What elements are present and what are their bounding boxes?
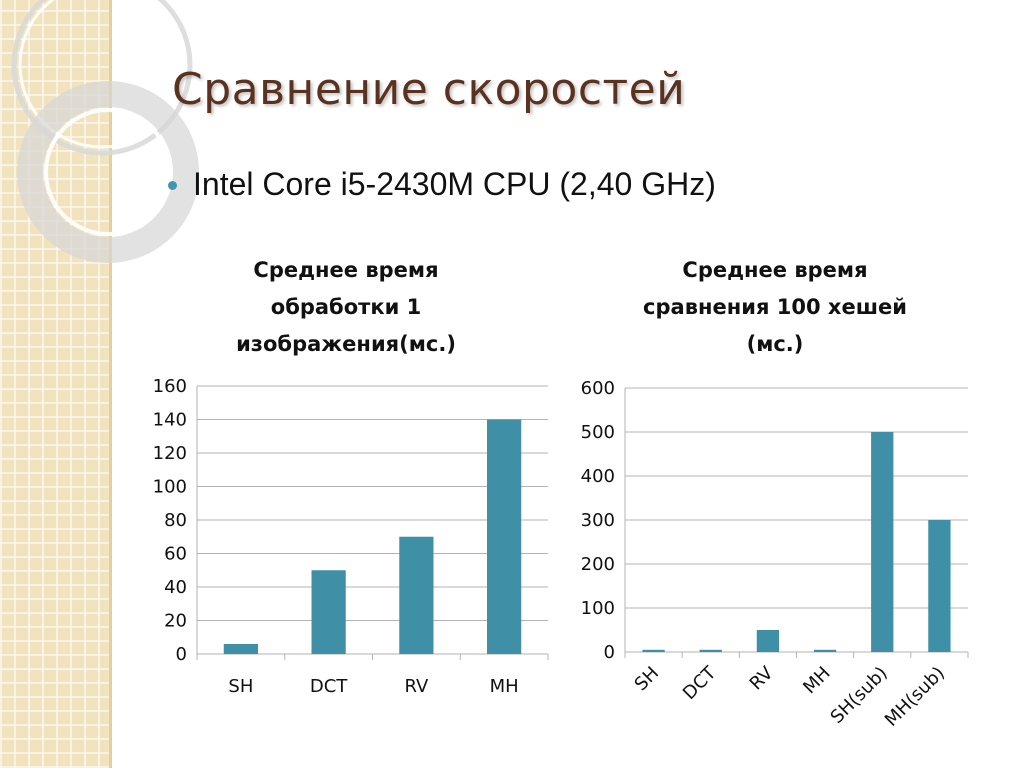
bar-rv [399, 536, 434, 654]
bar-mh [487, 419, 522, 654]
x-tick-label: DCT [310, 676, 348, 697]
chart2-title-line: Среднее время [682, 258, 868, 282]
bar-dct [311, 570, 346, 654]
y-tick-label: 600 [581, 378, 615, 399]
y-tick-label: 0 [176, 644, 187, 665]
x-tick-label: MH(sub) [881, 663, 949, 731]
chart1-title: Среднее время обработки 1 изображения(мс… [196, 252, 496, 363]
chart2-title: Среднее время сравнения 100 хешей (мс.) [615, 252, 935, 363]
y-tick-label: 120 [153, 443, 187, 464]
y-tick-label: 20 [164, 611, 187, 632]
x-tick-label: RV [746, 662, 778, 694]
bar-dct [699, 649, 722, 652]
bullet-text: Intel Core i5-2430M CPU (2,40 GHz) [193, 166, 716, 202]
y-tick-label: 100 [153, 477, 187, 498]
y-tick-label: 80 [164, 510, 187, 531]
processing-time-chart: 0 20 40 60 80 100 120 140 160 SH DCT RV MH [153, 376, 549, 697]
y-tick-label: 400 [581, 466, 615, 487]
x-tick-label: MH [799, 663, 834, 698]
x-tick-label: RV [404, 676, 429, 697]
y-tick-label: 200 [581, 554, 615, 575]
y-tick-label: 160 [153, 376, 187, 397]
y-tick-label: 500 [581, 422, 615, 443]
y-tick-label: 60 [164, 544, 187, 565]
bar-rv [756, 630, 780, 652]
chart1-title-line: изображения(мс.) [236, 332, 456, 356]
y-tick-label: 140 [153, 410, 187, 431]
chart2-title-line: сравнения 100 хешей [643, 295, 907, 319]
bullet-dot-icon [168, 181, 177, 190]
x-tick-label: DCT [679, 662, 721, 704]
y-tick-label: 40 [164, 577, 187, 598]
x-tick-label: SH [631, 663, 664, 696]
chart2-title-line: (мс.) [746, 332, 804, 356]
bullet-item: Intel Core i5-2430M CPU (2,40 GHz) [168, 166, 716, 203]
y-tick-label: 100 [581, 598, 615, 619]
chart1-title-line: обработки 1 [270, 295, 422, 319]
y-tick-label: 300 [581, 510, 615, 531]
chart1-title-line: Среднее время [253, 258, 439, 282]
bar-mh-sub- [928, 520, 951, 652]
decorative-rings [11, 0, 199, 263]
bar-sh-sub- [871, 432, 894, 652]
bar-mh [813, 649, 837, 652]
y-tick-label: 0 [604, 642, 615, 663]
bar-sh [642, 649, 665, 652]
x-tick-label: SH [228, 676, 253, 697]
x-tick-label: MH [490, 676, 519, 697]
bar-sh [223, 643, 258, 654]
slide-title: Сравнение скоростей [172, 64, 686, 115]
